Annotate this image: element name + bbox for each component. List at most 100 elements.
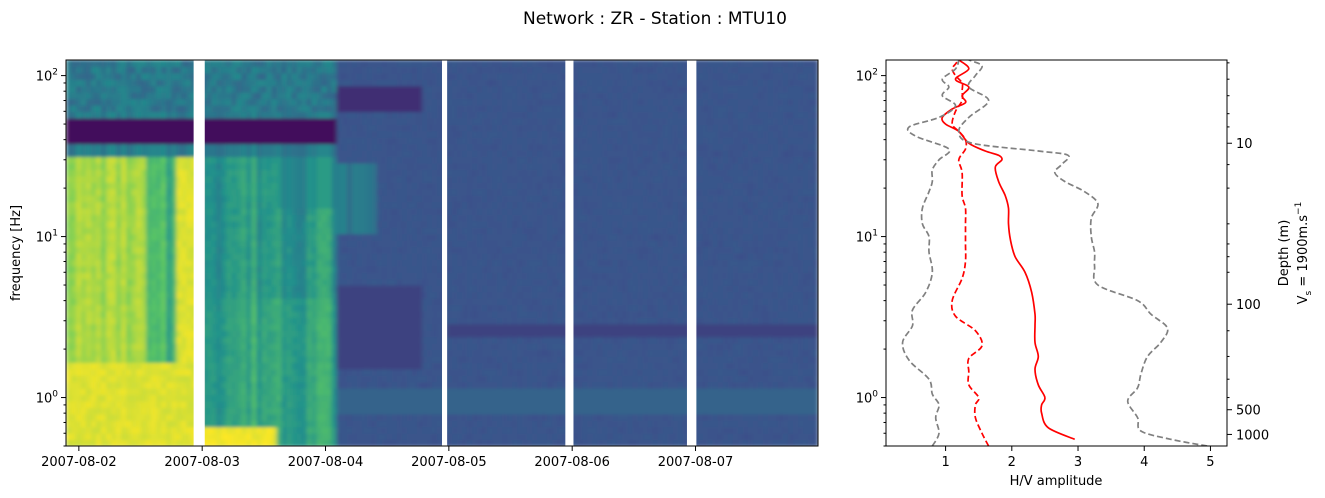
heatmap-cell bbox=[452, 394, 458, 402]
heatmap-cell bbox=[386, 336, 393, 344]
heatmap-cell bbox=[361, 201, 368, 209]
heatmap-cell bbox=[121, 175, 127, 183]
heatmap-cell bbox=[121, 426, 127, 434]
heatmap-cell bbox=[76, 195, 82, 203]
heatmap-cell bbox=[96, 407, 102, 415]
heatmap-cell bbox=[271, 291, 278, 299]
heatmap-cell bbox=[66, 253, 72, 261]
heatmap-cell bbox=[286, 182, 293, 190]
heatmap-cell bbox=[126, 150, 132, 158]
heatmap-cell bbox=[401, 407, 408, 415]
heatmap-cell bbox=[457, 130, 463, 138]
heatmap-cell bbox=[421, 201, 428, 209]
heatmap-cell bbox=[301, 368, 308, 376]
heatmap-cell bbox=[146, 169, 152, 177]
heatmap-cell bbox=[66, 60, 72, 68]
heatmap-cell bbox=[251, 60, 258, 68]
heatmap-cell bbox=[371, 143, 378, 151]
heatmap-cell bbox=[211, 400, 217, 408]
heatmap-cell bbox=[411, 182, 418, 190]
heatmap-cell bbox=[176, 298, 182, 306]
heatmap-cell bbox=[211, 304, 217, 312]
heatmap-cell bbox=[66, 394, 72, 402]
heatmap-cell bbox=[311, 420, 318, 428]
heatmap-cell bbox=[271, 323, 278, 331]
heatmap-cell bbox=[311, 105, 318, 113]
heatmap-cell bbox=[477, 246, 483, 254]
heatmap-cell bbox=[116, 323, 122, 331]
heatmap-cell bbox=[271, 188, 278, 196]
heatmap-cell bbox=[426, 381, 433, 389]
heatmap-cell bbox=[136, 433, 142, 441]
heatmap-cell bbox=[462, 388, 468, 396]
heatmap-cell bbox=[406, 111, 413, 119]
heatmap-cell bbox=[431, 130, 438, 138]
heatmap-cell bbox=[81, 246, 87, 254]
heatmap-cell bbox=[251, 272, 258, 280]
heatmap-cell bbox=[216, 162, 223, 170]
heatmap-cell bbox=[447, 169, 453, 177]
heatmap-cell bbox=[366, 343, 373, 351]
heatmap-cell bbox=[171, 137, 177, 145]
heatmap-cell bbox=[457, 330, 463, 338]
heatmap-cell bbox=[141, 79, 147, 87]
heatmap-cell bbox=[261, 413, 268, 421]
heatmap-cell bbox=[146, 130, 152, 138]
heatmap-cell bbox=[106, 220, 112, 228]
heatmap-cell bbox=[221, 227, 228, 235]
heatmap-cell bbox=[472, 169, 478, 177]
heatmap-cell bbox=[421, 66, 428, 74]
heatmap-cell bbox=[296, 343, 303, 351]
heatmap-cell bbox=[71, 253, 77, 261]
heatmap-cell bbox=[406, 413, 413, 421]
heatmap-cell bbox=[391, 240, 398, 248]
heatmap-cell bbox=[351, 240, 358, 248]
heatmap-cell bbox=[406, 188, 413, 196]
heatmap-cell bbox=[146, 175, 152, 183]
heatmap-cell bbox=[346, 240, 353, 248]
heatmap-cell bbox=[346, 310, 353, 318]
heatmap-cell bbox=[462, 207, 468, 215]
heatmap-cell bbox=[462, 394, 468, 402]
heatmap-cell bbox=[371, 388, 378, 396]
heatmap-cell bbox=[116, 72, 122, 80]
heatmap-cell bbox=[181, 188, 187, 196]
heatmap-cell bbox=[256, 343, 263, 351]
heatmap-cell bbox=[186, 207, 192, 215]
heatmap-cell bbox=[266, 60, 273, 68]
heatmap-cell bbox=[396, 162, 403, 170]
heatmap-cell bbox=[81, 278, 87, 286]
heatmap-cell bbox=[447, 137, 453, 145]
heatmap-cell bbox=[71, 400, 77, 408]
heatmap-cell bbox=[411, 137, 418, 145]
heatmap-cell bbox=[467, 169, 473, 177]
heatmap-cell bbox=[161, 233, 167, 241]
heatmap-cell bbox=[341, 98, 348, 106]
heatmap-cell bbox=[286, 381, 293, 389]
heatmap-cell bbox=[452, 426, 458, 434]
heatmap-cell bbox=[91, 368, 97, 376]
heatmap-cell bbox=[116, 265, 122, 273]
heatmap-cell bbox=[221, 407, 228, 415]
heatmap-cell bbox=[121, 207, 127, 215]
heatmap-cell bbox=[391, 388, 398, 396]
heatmap-cell bbox=[131, 66, 137, 74]
heatmap-cell bbox=[452, 233, 458, 241]
heatmap-cell bbox=[356, 407, 363, 415]
heatmap-cell bbox=[126, 72, 132, 80]
heatmap-cell bbox=[401, 433, 408, 441]
heatmap-cell bbox=[336, 150, 343, 158]
heatmap-cell bbox=[121, 265, 127, 273]
heatmap-cell bbox=[236, 355, 243, 363]
heatmap-cell bbox=[462, 323, 468, 331]
heatmap-cell bbox=[156, 105, 162, 113]
heatmap-cell bbox=[291, 291, 298, 299]
heatmap-cell bbox=[271, 285, 278, 293]
heatmap-cell bbox=[326, 413, 333, 421]
heatmap-cell bbox=[406, 175, 413, 183]
heatmap-cell bbox=[406, 343, 413, 351]
heatmap-cell bbox=[181, 291, 187, 299]
heatmap-cell bbox=[121, 85, 127, 93]
heatmap-cell bbox=[121, 413, 127, 421]
heatmap-cell bbox=[76, 304, 82, 312]
